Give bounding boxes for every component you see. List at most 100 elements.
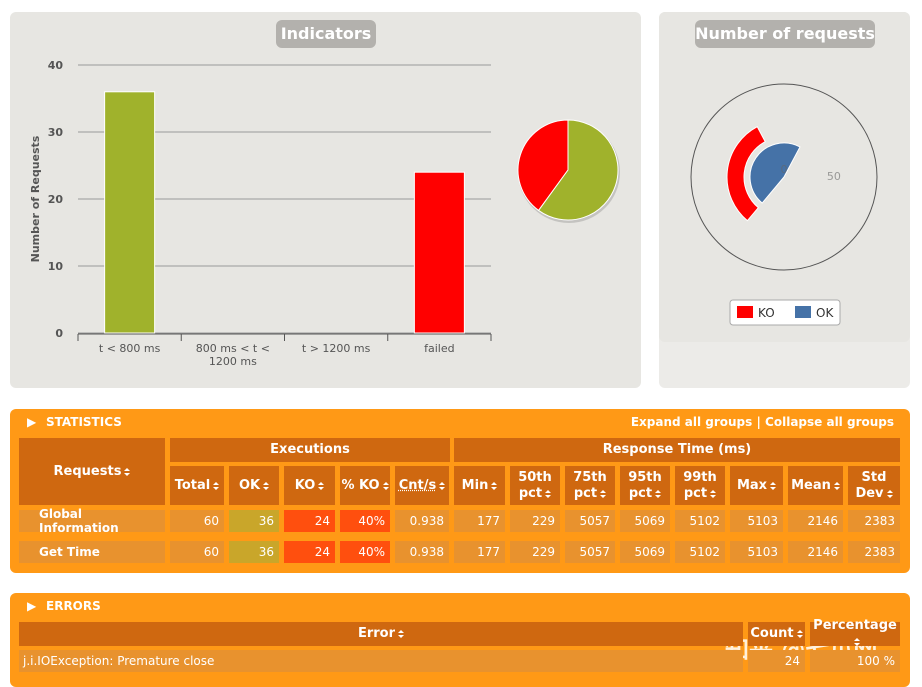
row-name[interactable]: Global Information bbox=[19, 507, 165, 535]
cell: 2383 bbox=[848, 510, 900, 532]
sort-icon[interactable] bbox=[398, 630, 405, 638]
column-title: Max bbox=[737, 478, 777, 494]
gauge-tick-label: 50 bbox=[827, 170, 841, 183]
y-tick-label: 20 bbox=[48, 193, 64, 206]
column-header[interactable]: % KO bbox=[340, 466, 390, 505]
column-title: Mean bbox=[791, 478, 840, 494]
column-header[interactable]: Requests bbox=[19, 438, 165, 505]
cell: j.i.IOException: Premature close bbox=[19, 650, 743, 672]
column-header[interactable]: Percentage bbox=[810, 618, 900, 646]
cell: 40% bbox=[340, 541, 390, 563]
section-title[interactable]: STATISTICS bbox=[46, 415, 122, 429]
cell: 177 bbox=[454, 510, 505, 532]
expand-link[interactable]: Expand all groups bbox=[630, 415, 753, 429]
legend-swatch bbox=[737, 306, 753, 318]
section-title[interactable]: ERRORS bbox=[46, 599, 101, 613]
cell: 60 bbox=[170, 510, 224, 532]
sort-icon[interactable] bbox=[124, 467, 131, 476]
sort-icon[interactable] bbox=[710, 489, 717, 498]
column-header[interactable]: 50th pct bbox=[510, 466, 560, 505]
gauge-frame bbox=[690, 83, 878, 271]
sort-icon[interactable] bbox=[833, 481, 840, 490]
x-tick-label: t < 800 ms bbox=[98, 342, 161, 355]
column-title: OK bbox=[239, 478, 270, 494]
column-title: 50th pct bbox=[518, 469, 552, 501]
separator: | bbox=[756, 415, 761, 429]
cell: 5057 bbox=[565, 541, 615, 563]
column-title: Count bbox=[750, 626, 803, 642]
column-header[interactable]: Cnt/s bbox=[395, 466, 449, 505]
column-header[interactable]: Mean bbox=[788, 466, 843, 505]
sort-icon[interactable] bbox=[318, 481, 325, 490]
panel-title: Number of requests bbox=[695, 20, 875, 48]
panel-title: Indicators bbox=[276, 20, 376, 48]
gauge-arc bbox=[749, 142, 801, 204]
column-header[interactable]: Max bbox=[730, 466, 783, 505]
sort-icon[interactable] bbox=[655, 489, 662, 498]
cell: 2383 bbox=[848, 541, 900, 563]
cell: 177 bbox=[454, 541, 505, 563]
column-header[interactable]: Error bbox=[19, 622, 743, 646]
x-tick-label: 800 ms < t < 1200 ms bbox=[195, 342, 270, 368]
column-title: Percentage bbox=[810, 618, 900, 650]
cell: 40% bbox=[340, 510, 390, 532]
column-header[interactable]: Min bbox=[454, 466, 505, 505]
y-tick-label: 40 bbox=[48, 59, 64, 72]
cell: 5069 bbox=[620, 510, 670, 532]
charts: 0 10 20 30 40 Number of Requests 0 50 KO OK bbox=[29, 59, 878, 341]
cell: 24 bbox=[284, 541, 335, 563]
column-header[interactable]: Count bbox=[748, 622, 805, 646]
sort-icon[interactable] bbox=[382, 481, 389, 490]
column-header[interactable]: 75th pct bbox=[565, 466, 615, 505]
cell: 5102 bbox=[675, 541, 725, 563]
group-header: Executions bbox=[170, 438, 450, 462]
legend-label: OK bbox=[816, 306, 834, 320]
y-tick-label: 0 bbox=[55, 327, 63, 340]
sort-icon[interactable] bbox=[770, 481, 777, 490]
cell: 5103 bbox=[730, 510, 783, 532]
cell: 5102 bbox=[675, 510, 725, 532]
column-header[interactable]: OK bbox=[229, 466, 279, 505]
cell: 24 bbox=[748, 650, 805, 672]
column-header[interactable]: Total bbox=[170, 466, 224, 505]
cell: 36 bbox=[229, 541, 279, 563]
pie-slice bbox=[537, 119, 619, 221]
legend-swatch bbox=[795, 306, 811, 318]
column-header[interactable]: 95th pct bbox=[620, 466, 670, 505]
column-title: KO bbox=[295, 478, 325, 494]
sort-icon[interactable] bbox=[886, 489, 893, 498]
gauge-arc bbox=[726, 125, 766, 222]
sort-icon[interactable] bbox=[600, 489, 607, 498]
cell: 0.938 bbox=[395, 541, 449, 563]
column-title: 99th pct bbox=[683, 469, 717, 501]
sort-icon[interactable] bbox=[491, 481, 498, 490]
column-header[interactable]: KO bbox=[284, 466, 335, 505]
cell: 0.938 bbox=[395, 510, 449, 532]
column-header[interactable]: Std Dev bbox=[848, 466, 900, 505]
expand-icon[interactable]: ▶ bbox=[27, 415, 37, 429]
column-title: Cnt/s bbox=[399, 478, 446, 494]
group-toggles: Expand all groups | Collapse all groups bbox=[631, 415, 894, 429]
row-name[interactable]: Get Time bbox=[19, 541, 165, 563]
sort-icon[interactable] bbox=[213, 481, 220, 490]
bar bbox=[104, 91, 156, 334]
cell: 24 bbox=[284, 510, 335, 532]
sort-icon[interactable] bbox=[545, 489, 552, 498]
collapse-link[interactable]: Collapse all groups bbox=[765, 415, 894, 429]
cell: 5057 bbox=[565, 510, 615, 532]
sort-icon[interactable] bbox=[263, 481, 270, 490]
column-header[interactable]: 99th pct bbox=[675, 466, 725, 505]
sort-icon[interactable] bbox=[853, 638, 860, 646]
pie-slice bbox=[517, 119, 569, 212]
expand-icon[interactable]: ▶ bbox=[27, 599, 37, 613]
cell: 2146 bbox=[788, 541, 843, 563]
y-axis-label: Number of Requests bbox=[29, 135, 42, 262]
column-title: Std Dev bbox=[848, 470, 900, 502]
cell: 100 % bbox=[810, 650, 900, 672]
sort-icon[interactable] bbox=[439, 481, 446, 490]
sort-icon[interactable] bbox=[796, 630, 803, 638]
legend-box bbox=[729, 299, 841, 326]
cell: 229 bbox=[510, 510, 560, 532]
column-title: Requests bbox=[54, 464, 131, 480]
